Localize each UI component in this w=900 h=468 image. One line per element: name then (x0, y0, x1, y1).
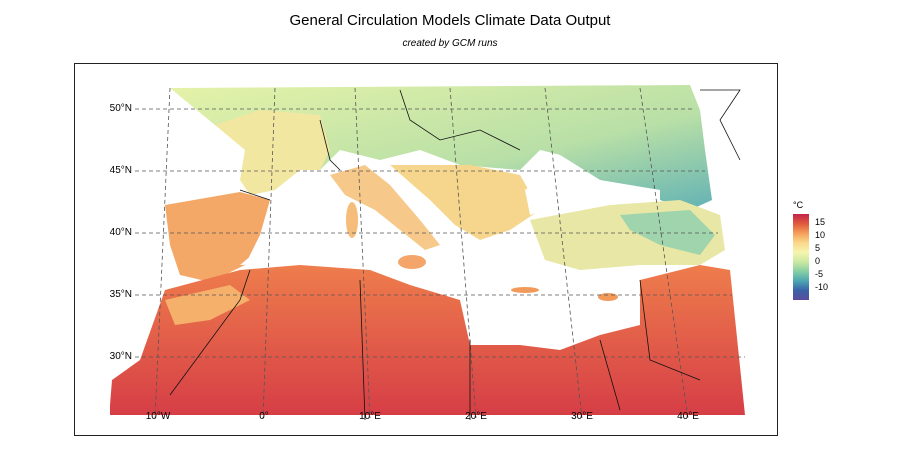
lat-label-45: 45°N (109, 165, 132, 176)
legend-tick-10: 10 (815, 230, 826, 240)
legend-tick-minus10: -10 (815, 282, 829, 292)
black-sea (525, 150, 660, 215)
legend-tick-15: 15 (815, 217, 826, 227)
map-panel (74, 63, 778, 436)
lat-label-30: 30°N (109, 351, 132, 362)
legend-colorbar (793, 214, 809, 300)
lat-label-40: 40°N (109, 227, 132, 238)
lat-label-50: 50°N (109, 103, 132, 114)
italy-land (330, 165, 440, 250)
balkans-land (390, 165, 540, 240)
grid-lon-0 (262, 87, 276, 419)
country-borders (169, 89, 741, 421)
grid-lon-10w (154, 87, 171, 419)
graticule (135, 87, 745, 419)
legend-tick-minus5: -5 (815, 269, 824, 279)
lon-label-10e: 10°E (359, 411, 381, 422)
lon-label-10w: 10°W (145, 411, 171, 422)
grid-lon-30e (544, 87, 583, 419)
lon-label-40e: 40°E (677, 411, 699, 422)
iberia-land (165, 192, 270, 282)
sardinia (346, 202, 358, 238)
north-africa-land (110, 265, 745, 415)
crete (511, 287, 539, 293)
lon-label-0: 0° (259, 411, 269, 422)
anatolia-highland (620, 210, 715, 255)
chart-title: General Circulation Models Climate Data … (289, 12, 611, 29)
mediterranean-sea (240, 205, 635, 340)
legend-title: °C (793, 200, 804, 210)
legend-tick-0: 0 (815, 256, 821, 266)
sicily (398, 255, 426, 269)
grid-lon-10e (354, 87, 371, 419)
grid-lon-20e (449, 87, 477, 419)
legend-tick-5: 5 (815, 243, 821, 253)
lat-label-35: 35°N (109, 289, 132, 300)
chart-subtitle: created by GCM runs (402, 38, 498, 49)
lon-label-30e: 30°E (571, 411, 593, 422)
lon-label-20e: 20°E (465, 411, 487, 422)
